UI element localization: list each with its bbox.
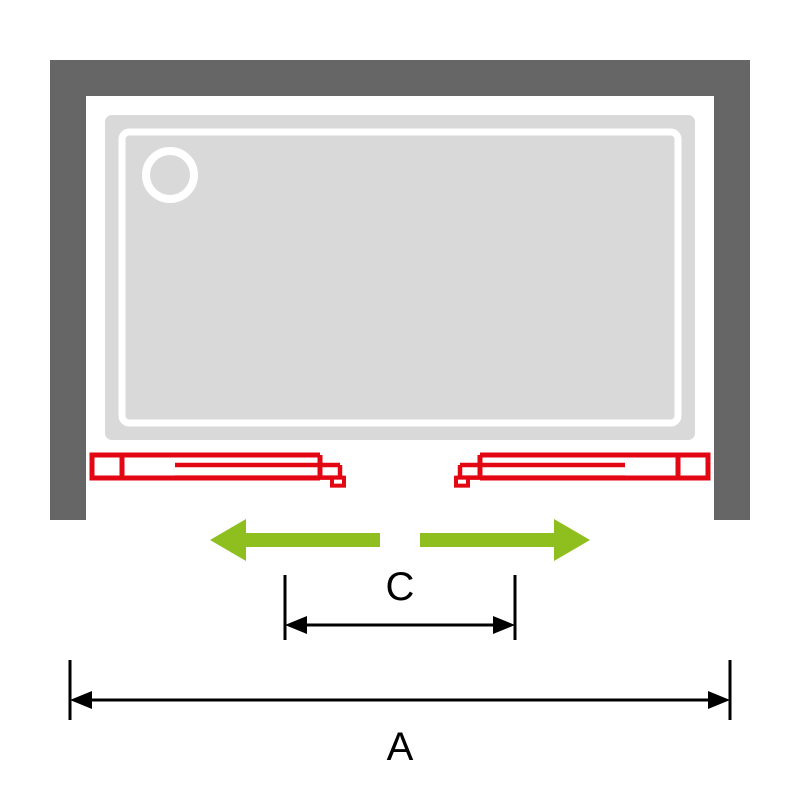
track-bracket-right	[678, 455, 708, 478]
shower-door-diagram: CA	[0, 0, 800, 800]
dimension-a-label: A	[387, 725, 414, 769]
track-bracket-left	[92, 455, 122, 478]
dimension-c-label: C	[386, 565, 415, 609]
